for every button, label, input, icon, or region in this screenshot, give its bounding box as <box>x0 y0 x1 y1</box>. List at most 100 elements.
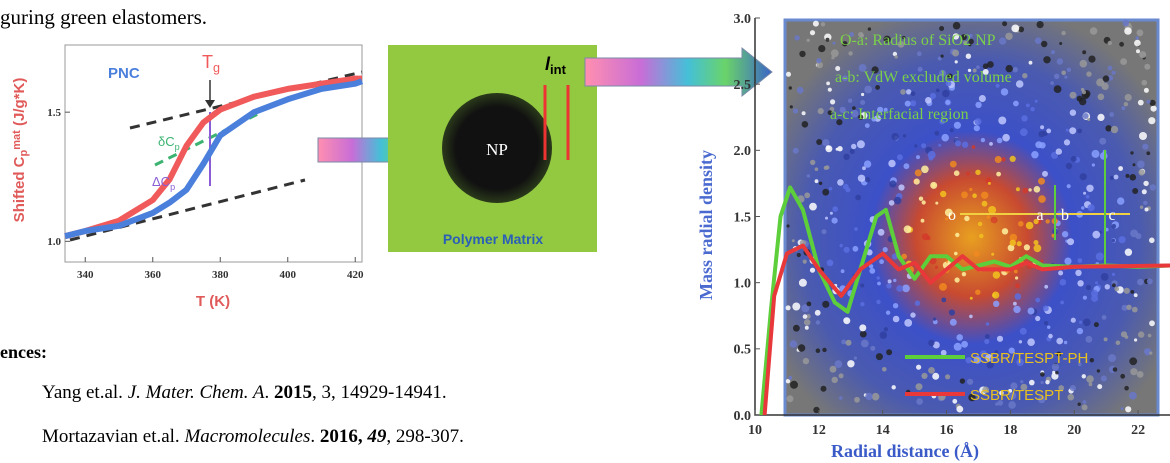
atom-dot <box>1138 331 1144 337</box>
atom-dot <box>954 252 958 256</box>
atom-dot <box>1077 129 1082 134</box>
atom-dot <box>807 174 810 177</box>
atom-dot <box>1047 326 1050 329</box>
atom-dot <box>1026 222 1034 230</box>
x-tick-label: 10 <box>748 423 762 438</box>
marker-label: a <box>1036 207 1043 224</box>
atom-dot <box>1083 113 1089 119</box>
atom-dot <box>822 189 829 196</box>
atom-dot <box>793 148 799 154</box>
y-tick-label: 2.0 <box>734 144 752 159</box>
marker-label: c <box>1108 207 1115 224</box>
atom-dot <box>888 279 892 283</box>
atom-dot <box>1071 318 1076 323</box>
y-axis-title-part: mat <box>11 130 23 150</box>
atom-dot <box>1054 74 1059 79</box>
atom-dot <box>786 224 789 227</box>
atom-dot <box>1111 126 1118 133</box>
atom-dot <box>793 108 798 113</box>
atom-dot <box>1111 239 1115 243</box>
atom-dot <box>982 201 988 207</box>
atom-dot <box>888 160 895 167</box>
atom-dot <box>1045 380 1049 384</box>
atom-dot <box>961 341 968 348</box>
atom-dot <box>794 35 799 40</box>
atom-dot <box>865 123 870 128</box>
atom-dot <box>906 89 911 94</box>
atom-dot <box>1096 253 1104 261</box>
atom-dot <box>903 134 906 137</box>
atom-dot <box>1094 322 1099 327</box>
atom-dot <box>855 195 861 201</box>
atom-dot <box>1022 73 1027 78</box>
atom-dot <box>964 216 969 221</box>
atom-dot <box>1002 21 1007 26</box>
atom-dot <box>1086 185 1093 192</box>
atom-dot <box>1112 71 1116 75</box>
reference-part: 49 <box>363 426 387 447</box>
atom-dot <box>1038 178 1045 185</box>
atom-dot <box>807 39 810 42</box>
atom-dot <box>993 271 1000 278</box>
atom-dot <box>1015 283 1020 288</box>
atom-dot <box>932 373 939 380</box>
atom-dot <box>939 26 944 31</box>
atom-dot <box>1088 204 1095 211</box>
atom-dot <box>940 191 946 197</box>
atom-dot <box>896 285 903 292</box>
atom-dot <box>921 219 925 223</box>
atom-dot <box>1070 385 1076 391</box>
atom-dot <box>822 229 827 234</box>
atom-dot <box>815 310 821 316</box>
atom-dot <box>1013 101 1019 107</box>
atom-dot <box>832 218 838 224</box>
atom-dot <box>1028 188 1031 191</box>
atom-dot <box>1041 41 1047 47</box>
atom-dot <box>1124 386 1129 391</box>
atom-dot <box>1130 151 1133 154</box>
atom-dot <box>1080 173 1087 180</box>
atom-dot <box>1108 41 1112 45</box>
atom-dot <box>802 121 809 128</box>
x-tick-label: 14 <box>876 423 890 438</box>
atom-dot <box>1148 334 1152 338</box>
atom-dot <box>953 22 961 30</box>
atom-dot <box>868 27 871 30</box>
atom-dot <box>1035 100 1038 103</box>
atom-dot <box>928 340 934 346</box>
atom-dot <box>928 151 936 159</box>
atom-dot <box>1099 138 1106 145</box>
y-tick-label: 0.0 <box>734 409 752 424</box>
atom-dot <box>952 399 957 404</box>
atom-dot <box>978 222 982 226</box>
atom-dot <box>861 93 864 96</box>
atom-dot <box>1015 293 1022 300</box>
atom-dot <box>1130 230 1138 238</box>
atom-dot <box>886 349 892 355</box>
atom-dot <box>1144 64 1150 70</box>
atom-dot <box>970 297 973 300</box>
particle-label: NP <box>486 140 508 159</box>
atom-dot <box>1064 341 1067 344</box>
atom-dot <box>798 344 805 351</box>
atom-dot <box>1013 306 1020 313</box>
atom-dot <box>904 163 910 169</box>
atom-dot <box>1119 42 1124 47</box>
atom-dot <box>1035 37 1042 44</box>
atom-dot <box>1015 276 1018 279</box>
atom-dot <box>1054 85 1062 93</box>
atom-dot <box>1120 58 1127 65</box>
atom-dot <box>1125 249 1132 256</box>
atom-dot <box>1034 186 1041 193</box>
atom-dot <box>892 385 896 389</box>
atom-dot <box>815 179 819 183</box>
atom-dot <box>1132 188 1138 194</box>
x-axis-title: T (K) <box>196 293 230 310</box>
atom-dot <box>882 367 887 372</box>
atom-dot <box>790 105 793 108</box>
atom-dot <box>1108 354 1116 362</box>
atom-dot <box>1062 231 1068 237</box>
atom-dot <box>1064 258 1071 265</box>
atom-dot <box>1078 403 1081 406</box>
annotation-sub: p <box>170 182 175 192</box>
